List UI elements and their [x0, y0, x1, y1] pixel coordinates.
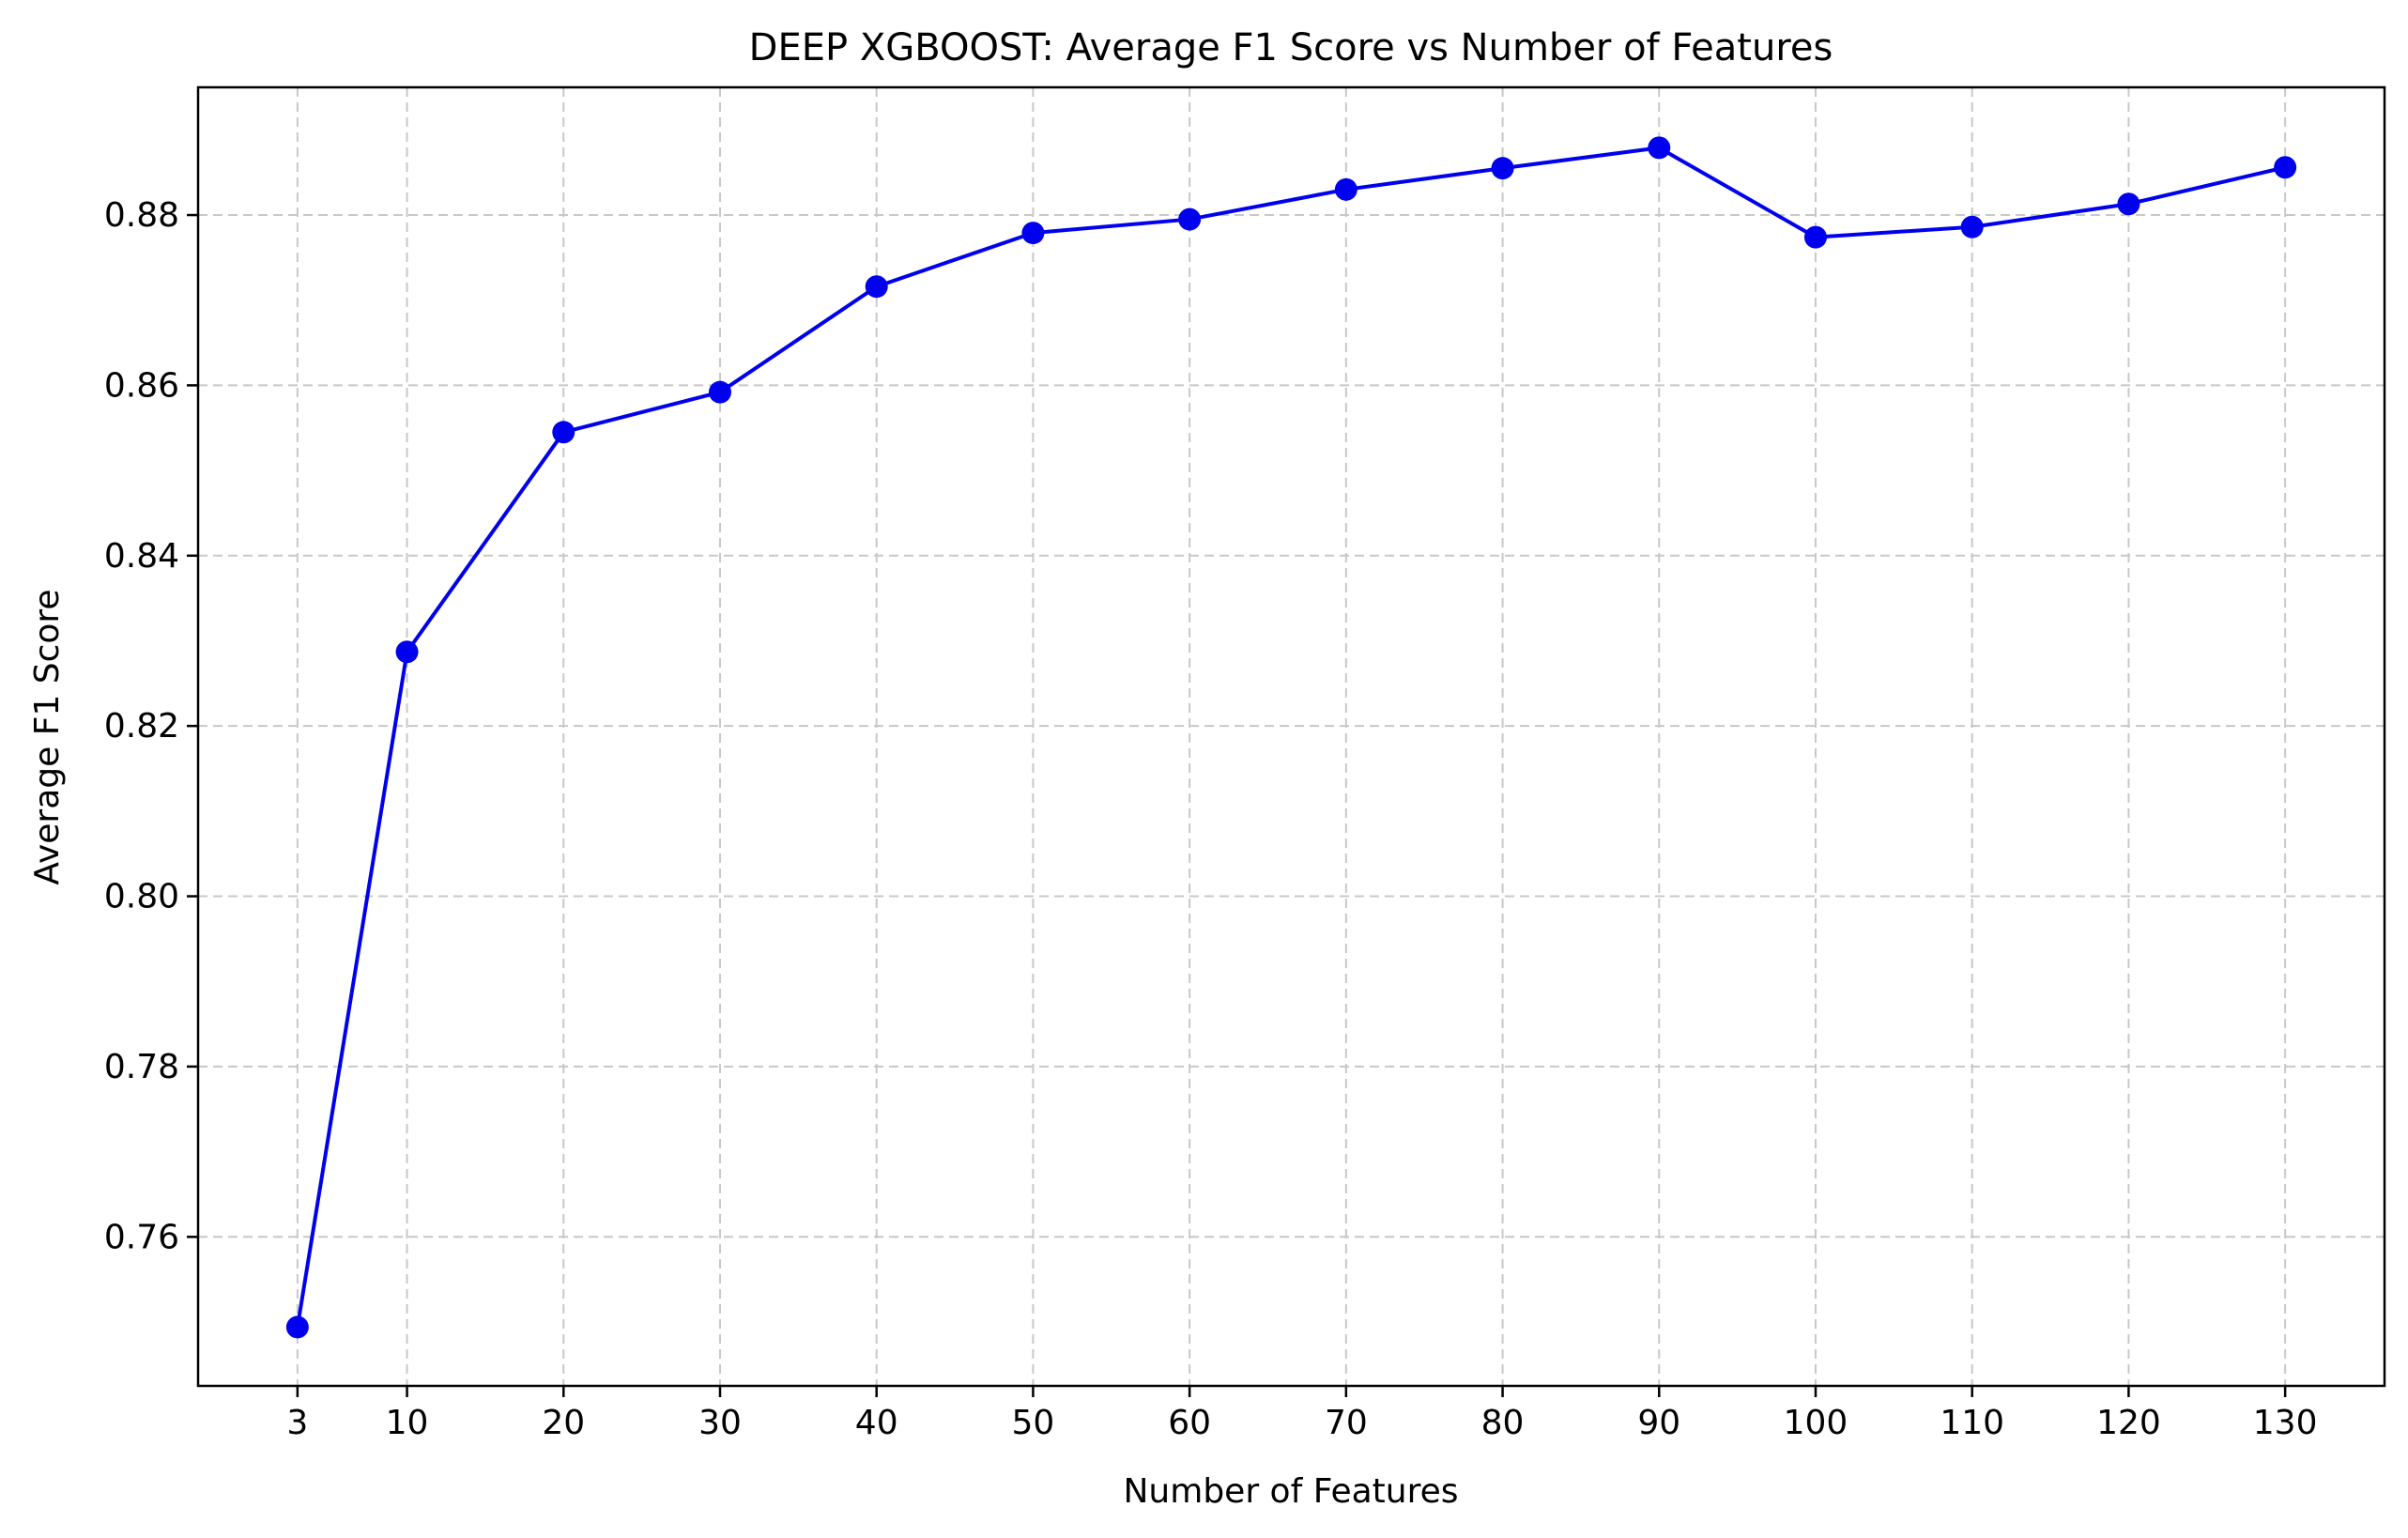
x-tick-label: 20	[542, 1404, 585, 1442]
y-tick-label: 0.76	[104, 1218, 179, 1256]
data-point	[2274, 156, 2297, 179]
x-tick-label: 130	[2253, 1404, 2318, 1442]
y-tick-label: 0.80	[104, 878, 179, 916]
y-axis: 0.76 0.78 0.80 0.82 0.84 0.86 0.88	[104, 196, 198, 1256]
data-point	[1803, 225, 1827, 249]
data-point	[1178, 208, 1202, 231]
grid	[198, 87, 2385, 1386]
data-point	[1648, 136, 1671, 160]
plot-frame	[196, 85, 2386, 1388]
x-tick-label: 10	[386, 1404, 429, 1442]
x-tick-label: 110	[1940, 1404, 2004, 1442]
data-point	[1334, 177, 1357, 201]
data-point	[865, 275, 888, 299]
data-point	[1491, 157, 1514, 180]
x-axis-label: Number of Features	[1124, 1472, 1459, 1511]
data-point	[708, 380, 731, 404]
y-tick-label: 0.88	[104, 196, 179, 235]
series-line	[295, 146, 2286, 1328]
data-point	[2117, 192, 2140, 216]
chart-title: DEEP XGBOOST: Average F1 Score vs Number…	[749, 26, 1833, 69]
x-tick-label: 100	[1784, 1404, 1848, 1442]
x-tick-label: 120	[2096, 1404, 2161, 1442]
y-axis-label: Average F1 Score	[28, 589, 67, 884]
x-tick-label: 3	[286, 1404, 308, 1442]
x-tick-label: 60	[1168, 1404, 1211, 1442]
y-tick-label: 0.82	[104, 707, 179, 746]
data-point	[1021, 222, 1045, 245]
y-tick-label: 0.84	[104, 537, 179, 576]
x-tick-label: 70	[1325, 1404, 1368, 1442]
x-tick-label: 90	[1637, 1404, 1680, 1442]
x-tick-label: 30	[698, 1404, 742, 1442]
data-point	[552, 421, 575, 444]
data-point	[395, 640, 419, 664]
data-point	[285, 1315, 309, 1339]
x-tick-label: 50	[1012, 1404, 1055, 1442]
x-tick-label: 40	[855, 1404, 898, 1442]
data-point	[1960, 215, 1984, 238]
x-tick-label: 80	[1481, 1404, 1525, 1442]
y-tick-label: 0.86	[104, 366, 179, 405]
y-tick-label: 0.78	[104, 1048, 179, 1086]
x-axis: 3 10 20 30 40 50 60 70 80 90 100 110 120 130	[286, 1386, 2317, 1442]
series-layer	[285, 136, 2297, 1339]
